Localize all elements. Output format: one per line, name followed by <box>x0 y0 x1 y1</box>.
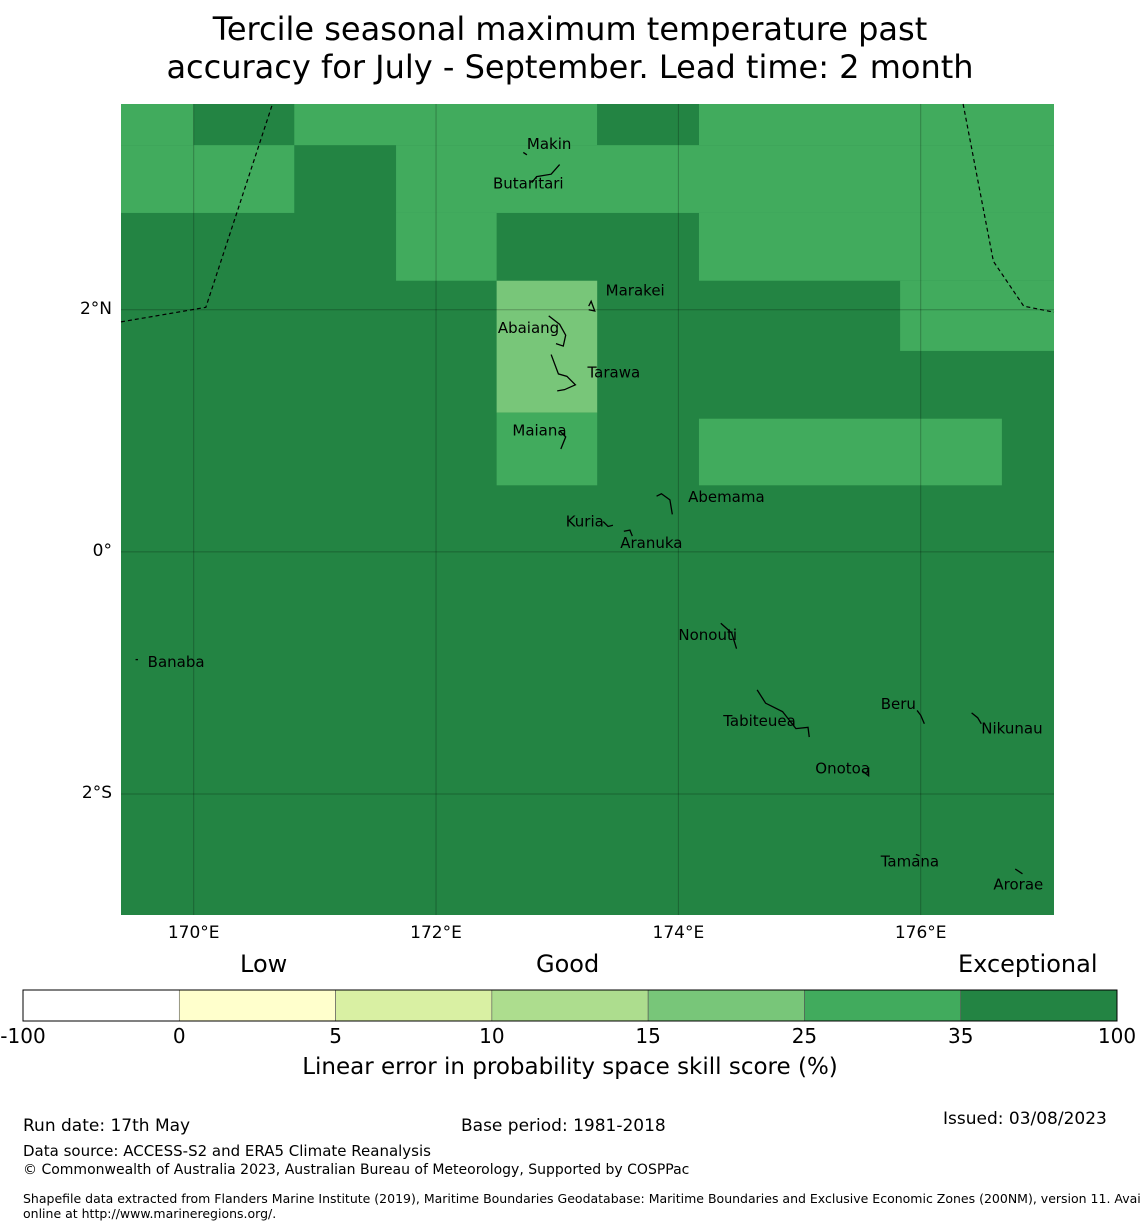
latitude-label: 0° <box>92 540 112 561</box>
skill-cell <box>396 145 1055 213</box>
skill-cell <box>698 104 1054 146</box>
island-label-abaiang: Abaiang <box>498 319 559 337</box>
run-date: Run date: 17th May <box>23 1116 191 1136</box>
skill-cell <box>121 145 295 213</box>
island-outline-beru <box>916 710 925 725</box>
skill-cell <box>597 104 699 146</box>
island-label-tarawa: Tarawa <box>587 364 641 382</box>
colorbar-tick-label: 100 <box>1097 1024 1137 1048</box>
island-outline-aranuka <box>623 529 633 537</box>
colorbar-tick-label: 15 <box>635 1024 661 1048</box>
colorbar-swatch <box>647 989 805 1022</box>
island-label-abemama: Abemama <box>688 488 765 506</box>
skill-cell <box>294 104 598 146</box>
latitude-label: 2°N <box>79 298 112 319</box>
skill-cell <box>496 412 598 486</box>
colorbar-category-low: Low <box>240 950 288 978</box>
data-source: Data source: ACCESS-S2 and ERA5 Climate … <box>23 1142 431 1160</box>
island-outline-kuria <box>602 521 614 528</box>
island-label-aranuka: Aranuka <box>620 534 682 552</box>
graticule-layer <box>121 104 1054 915</box>
skill-cell <box>396 212 497 281</box>
island-label-tamana: Tamana <box>880 853 939 871</box>
colorbar-title: Linear error in probability space skill … <box>302 1054 838 1080</box>
issued-date: Issued: 03/08/2023 <box>943 1109 1107 1129</box>
base-period: Base period: 1981-2018 <box>461 1116 666 1136</box>
shapefile-credit-line-2: online at http://www.marineregions.org/. <box>23 1206 277 1221</box>
island-outline-abemama <box>656 493 673 515</box>
skill-cell <box>698 212 1054 281</box>
colorbar-tick-label: 5 <box>329 1024 342 1048</box>
colorbar <box>22 989 1118 1022</box>
eez-boundary-layer <box>120 103 1055 323</box>
island-label-maiana: Maiana <box>512 422 566 440</box>
colorbar-tick-label: -100 <box>0 1024 46 1048</box>
colorbar-swatch <box>22 989 180 1022</box>
island-label-arorae: Arorae <box>993 876 1043 894</box>
colorbar-tick-label: 35 <box>947 1024 974 1048</box>
colorbar-swatch <box>804 989 962 1022</box>
colorbar-tick-label: 10 <box>479 1024 505 1048</box>
island-outline-nonouti <box>720 622 738 649</box>
colorbar-frame <box>22 989 1118 1022</box>
island-outline-abaiang <box>548 315 567 347</box>
longitude-label: 174°E <box>652 923 705 943</box>
skill-cell <box>496 280 598 413</box>
island-label-kuria: Kuria <box>566 512 604 530</box>
skill-cells-layer <box>121 104 1055 915</box>
island-label-butaritari: Butaritari <box>493 175 564 193</box>
latitude-label: 2°S <box>81 782 112 803</box>
island-label-banaba: Banaba <box>148 653 205 671</box>
colorbar-tick-label: 25 <box>791 1024 818 1048</box>
island-label-nikunau: Nikunau <box>981 719 1042 737</box>
copyright: © Commonwealth of Australia 2023, Austra… <box>23 1162 690 1178</box>
island-outline-marakei <box>588 299 596 312</box>
island-label-nonouti: Nonouti <box>678 626 737 644</box>
island-outline-tabiteuea <box>756 689 810 738</box>
colorbar-category-exceptional: Exceptional <box>958 950 1098 978</box>
title-line-1: Tercile seasonal maximum temperature pas… <box>212 10 928 48</box>
island-outline-arorae <box>1014 868 1023 875</box>
colorbar-category-good: Good <box>536 950 600 978</box>
island-label-makin: Makin <box>527 135 572 153</box>
skill-cell <box>900 280 1054 351</box>
island-outline-makin <box>522 151 528 156</box>
island-outline-tarawa <box>550 354 577 392</box>
island-label-onotoa: Onotoa <box>815 759 870 777</box>
island-outline-onotoa <box>862 767 870 778</box>
map-title: Tercile seasonal maximum temperature pas… <box>0 10 1140 86</box>
island-outline-butaritari <box>531 164 561 184</box>
island-label-beru: Beru <box>881 695 916 713</box>
colorbar-swatch <box>335 989 493 1022</box>
eez-boundary-line <box>962 103 1055 313</box>
colorbar-swatch <box>491 989 649 1022</box>
colorbar-swatch <box>960 989 1118 1022</box>
shapefile-credit-line-1: Shapefile data extracted from Flanders M… <box>23 1191 1140 1206</box>
colorbar-swatch <box>178 989 336 1022</box>
title-line-2: accuracy for July - September. Lead time… <box>166 48 974 86</box>
longitude-label: 172°E <box>410 923 462 943</box>
skill-cell <box>698 418 1002 486</box>
longitude-label: 176°E <box>894 923 947 943</box>
eez-boundary-line <box>120 103 274 323</box>
island-layer <box>135 151 1023 875</box>
skill-cell <box>121 104 194 146</box>
island-label-marakei: Marakei <box>606 281 665 299</box>
longitude-label: 170°E <box>167 923 220 943</box>
island-outline-nikunau <box>971 712 982 725</box>
island-outline-tamana <box>915 853 920 857</box>
island-label-layer: Makin Butaritari Marakei Abaiang Tarawa Maian… <box>148 135 1044 894</box>
island-outline-maiana <box>559 430 567 450</box>
colorbar-tick-label: 0 <box>172 1024 186 1048</box>
skill-cell <box>193 104 295 146</box>
island-label-tabiteuea: Tabiteuea <box>722 712 796 730</box>
